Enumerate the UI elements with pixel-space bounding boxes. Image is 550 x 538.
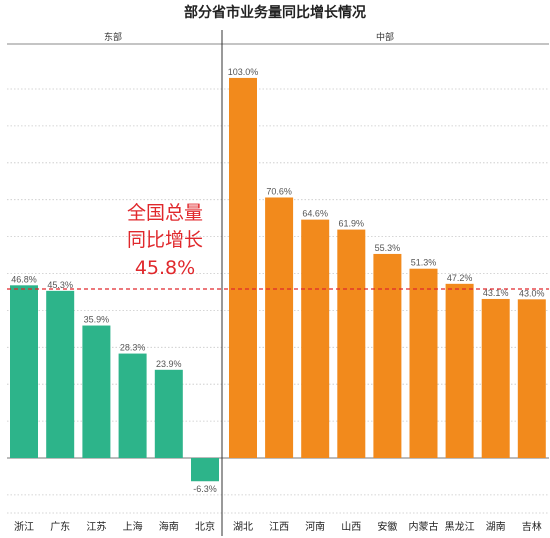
category-label: 江苏	[86, 520, 106, 533]
region-label-central: 中部	[376, 31, 394, 43]
value-label: 28.3%	[120, 343, 146, 353]
category-label: 内蒙古	[409, 520, 439, 533]
value-label: 70.6%	[266, 186, 292, 196]
reference-annotation: 全国总量 同比增长 45.8%	[7, 202, 549, 290]
value-label: 23.9%	[156, 359, 182, 369]
category-label: 湖北	[233, 521, 253, 533]
bars	[10, 77, 546, 482]
reference-label-line2: 同比增长	[127, 229, 203, 251]
bar	[373, 253, 402, 458]
category-label: 湖南	[486, 520, 506, 533]
category-label: 上海	[123, 520, 143, 533]
value-label: 64.6%	[302, 209, 328, 219]
reference-label-line3: 45.8%	[135, 257, 195, 279]
region-label-east: 东部	[104, 31, 122, 43]
bar	[301, 219, 330, 458]
category-label: 广东	[50, 520, 70, 533]
category-label: 北京	[195, 520, 215, 533]
bar	[445, 283, 474, 458]
bar	[517, 299, 546, 458]
value-label: 46.8%	[11, 274, 37, 284]
bar	[481, 298, 510, 458]
bar	[337, 229, 366, 458]
category-label: 安徽	[377, 520, 397, 533]
bar	[82, 325, 111, 458]
value-label: 103.0%	[228, 67, 259, 77]
bar	[118, 353, 147, 458]
chart-title: 部分省市业务量同比增长情况	[184, 4, 366, 21]
bar	[229, 77, 257, 459]
value-label: 55.3%	[375, 243, 401, 253]
category-label: 吉林	[522, 520, 542, 533]
bar	[191, 458, 219, 482]
value-label: 51.3%	[411, 258, 437, 268]
value-label: 47.2%	[447, 273, 473, 283]
value-label: 43.1%	[483, 288, 509, 298]
category-label: 黑龙江	[445, 520, 475, 533]
category-label: 河南	[305, 520, 325, 533]
value-label: 35.9%	[84, 315, 110, 325]
labels: 46.8% 浙江 45.3% 广东 35.9% 江苏 28.3% 上海 23.9% 海南 -6.3%…	[11, 67, 544, 533]
bar	[154, 369, 183, 458]
value-label: 43.0%	[519, 288, 545, 298]
bar	[265, 197, 294, 458]
value-label: 61.9%	[339, 219, 365, 229]
category-label: 海南	[159, 520, 179, 533]
bar	[10, 285, 38, 458]
value-label: 45.3%	[47, 280, 73, 290]
category-label: 江西	[269, 521, 289, 533]
category-label: 山西	[341, 521, 361, 533]
reference-label-line1: 全国总量	[127, 202, 203, 224]
bar	[409, 268, 438, 458]
category-label: 浙江	[14, 521, 34, 533]
bar	[46, 290, 75, 458]
value-label: -6.3%	[193, 484, 217, 494]
